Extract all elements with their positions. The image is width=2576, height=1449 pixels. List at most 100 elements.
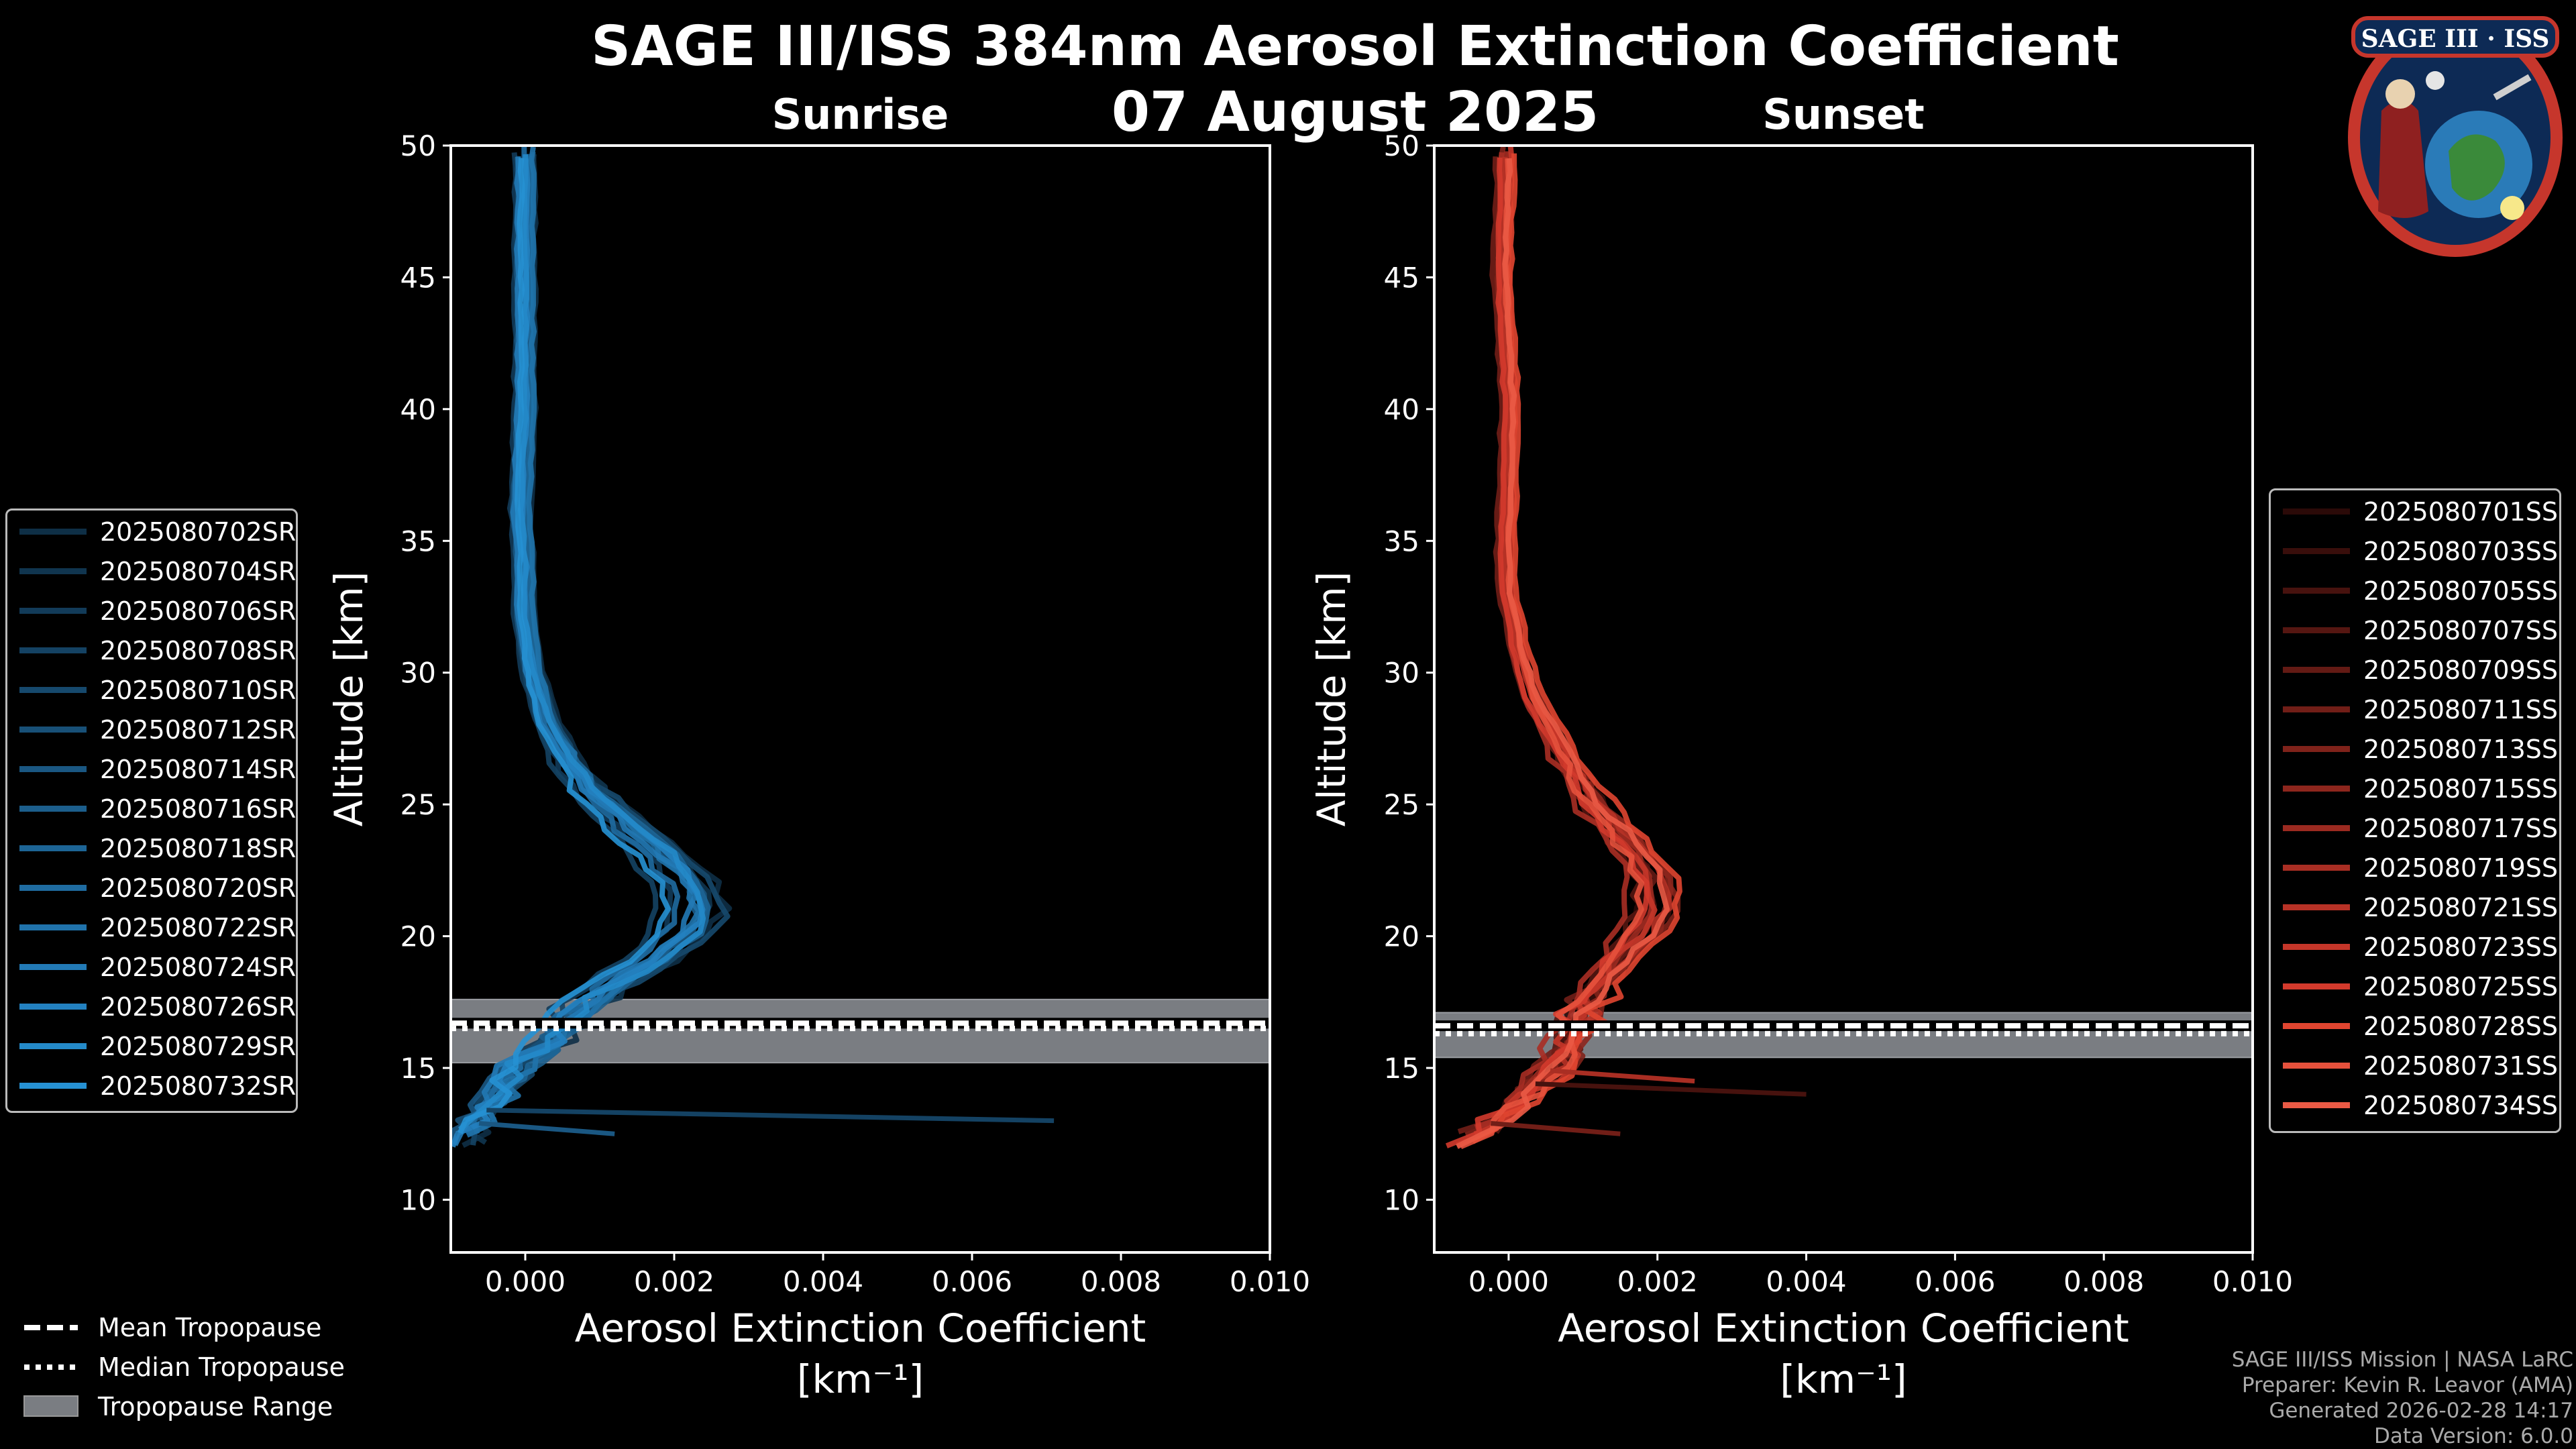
legend-median-tropopause: Median Tropopause: [20, 1348, 345, 1387]
x-tick-label: 0.010: [2212, 1265, 2293, 1298]
y-tick-label: 10: [1384, 1183, 1419, 1216]
legend-label: 2025080710SR: [100, 675, 297, 705]
legend-label: 2025080732SR: [100, 1071, 297, 1101]
logo-iss: [2493, 74, 2532, 101]
legend-label: 2025080719SS: [2363, 853, 2559, 883]
y-tick-label: 20: [1384, 920, 1419, 953]
legend-swatch: [2283, 944, 2350, 950]
legend-swatch: [19, 964, 87, 970]
y-tick-label: 50: [400, 129, 436, 162]
series-group: [451, 146, 1055, 1148]
legend-swatch: [2283, 1023, 2350, 1029]
legend-label: 2025080705SS: [2363, 576, 2559, 606]
median-tropopause-label: Median Tropopause: [98, 1352, 345, 1382]
series-line: [458, 158, 672, 1134]
legend-swatch: [2283, 904, 2350, 910]
legend-entry: 2025080724SR: [7, 947, 296, 987]
legend-label: 2025080706SR: [100, 596, 297, 626]
y-tick-label: 30: [1384, 657, 1419, 690]
plot-frame: [449, 144, 1271, 1254]
legend-entry: 2025080721SS: [2271, 888, 2558, 927]
legend-entry: 2025080728SS: [2271, 1006, 2558, 1046]
legend-swatch: [19, 845, 87, 851]
legend-entry: 2025080710SR: [7, 670, 296, 710]
legend-swatch: [2283, 1063, 2350, 1069]
legend-swatch: [2283, 706, 2350, 712]
legend-entry: 2025080702SR: [7, 512, 296, 551]
legend-label: 2025080701SS: [2363, 496, 2559, 527]
legend-swatch: [19, 885, 87, 891]
y-tick-label: 30: [400, 657, 436, 690]
legend-label: 2025080712SR: [100, 714, 297, 745]
mean-tropopause-swatch: [24, 1325, 78, 1330]
legend-label: 2025080731SS: [2363, 1051, 2559, 1081]
legend-swatch: [19, 806, 87, 812]
x-tick-label: 0.002: [634, 1265, 714, 1298]
y-tick-label: 45: [400, 261, 436, 294]
legend-swatch: [2283, 667, 2350, 673]
legend-swatch: [19, 727, 87, 733]
legend-entry: 2025080722SR: [7, 908, 296, 947]
y-tick-label: 45: [1384, 261, 1419, 294]
legend-label: 2025080718SR: [100, 833, 297, 863]
y-tick-label: 25: [400, 788, 436, 821]
legend-entry: 2025080709SS: [2271, 650, 2558, 690]
spike-line: [1491, 1121, 1621, 1136]
credits-generated: Generated 2026-02-28 14:17: [2269, 1399, 2573, 1423]
legend-swatch: [2283, 548, 2350, 554]
legend-entry: 2025080723SS: [2271, 927, 2558, 967]
legend-entry: 2025080703SS: [2271, 531, 2558, 571]
legend-swatch: [19, 1004, 87, 1010]
tropopause-range-label: Tropopause Range: [98, 1392, 333, 1421]
legend-entry: 2025080712SR: [7, 710, 296, 749]
credits-version: Data Version: 6.0.0: [2373, 1424, 2573, 1448]
legend-swatch: [2283, 786, 2350, 792]
median-tropopause-swatch: [24, 1364, 78, 1370]
legend-entry: 2025080720SR: [7, 868, 296, 908]
logo-moon: [2426, 71, 2445, 90]
x-tick-label: 0.002: [1617, 1265, 1698, 1298]
legend-mean-tropopause: Mean Tropopause: [20, 1308, 321, 1347]
legend-label: 2025080703SS: [2363, 536, 2559, 566]
legend-entry: 2025080719SS: [2271, 848, 2558, 888]
legend-label: 2025080728SS: [2363, 1011, 2559, 1041]
x-axis-unit: [km⁻¹]: [1780, 1356, 1907, 1402]
legend-swatch: [19, 529, 87, 535]
credits-preparer: Preparer: Kevin R. Leavor (AMA): [2241, 1373, 2573, 1397]
credits: SAGE III/ISS Mission | NASA LaRC Prepare…: [2232, 1347, 2573, 1449]
legend-label: 2025080714SR: [100, 754, 297, 784]
legend-label: 2025080717SS: [2363, 813, 2559, 843]
series-line: [1471, 153, 1682, 1144]
y-axis-label: Altitude [km]: [1309, 572, 1354, 826]
legend-swatch: [19, 608, 87, 614]
legend-entry: 2025080714SR: [7, 749, 296, 789]
legend-entry: 2025080713SS: [2271, 729, 2558, 769]
logo-sun: [2500, 196, 2524, 220]
logo-figure: [2378, 101, 2428, 218]
x-tick-label: 0.008: [1081, 1265, 1161, 1298]
tropopause-legend: Mean Tropopause Median Tropopause Tropop…: [0, 1308, 389, 1436]
legend-label: 2025080708SR: [100, 635, 297, 665]
legend-swatch: [19, 687, 87, 693]
legend-entry: 2025080734SS: [2271, 1085, 2558, 1125]
legend-entry: 2025080716SR: [7, 789, 296, 828]
subplot-title: Sunset: [1762, 90, 1925, 139]
legend-swatch: [2283, 1102, 2350, 1108]
legend-swatch: [19, 647, 87, 653]
legend-swatch: [2283, 588, 2350, 594]
legend-entry: 2025080729SR: [7, 1026, 296, 1066]
x-tick-label: 0.000: [485, 1265, 566, 1298]
y-axis-label: Altitude [km]: [326, 572, 372, 826]
legend-label: 2025080709SS: [2363, 655, 2559, 685]
series-line: [1456, 156, 1673, 1148]
legend-swatch: [2283, 825, 2350, 831]
series-line: [471, 146, 681, 1135]
y-tick-label: 15: [1384, 1052, 1419, 1085]
x-axis-label: Aerosol Extinction Coefficient: [1558, 1305, 2129, 1351]
spike-line: [486, 1108, 1055, 1124]
legend-swatch: [2283, 746, 2350, 752]
x-tick-label: 0.006: [932, 1265, 1012, 1298]
tropopause-range-swatch: [23, 1395, 78, 1417]
